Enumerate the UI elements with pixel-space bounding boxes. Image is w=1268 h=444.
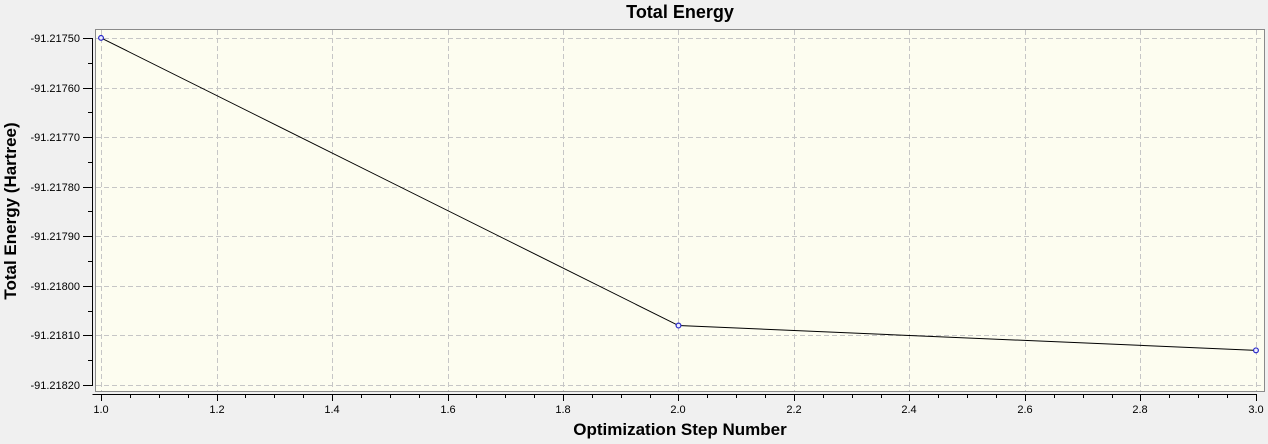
y-tick-label: -91.21770 (30, 132, 80, 144)
x-axis-title: Optimization Step Number (573, 420, 787, 439)
y-axis-title: Total Energy (Hartree) (1, 122, 20, 300)
data-point-marker (1252, 347, 1259, 354)
y-tick-label: -91.21780 (30, 182, 80, 194)
x-tick-label: 2.8 (1132, 404, 1147, 416)
x-tick-label: 1.0 (93, 404, 108, 416)
x-tick-label: 1.6 (440, 404, 455, 416)
x-tick-label: 2.0 (670, 404, 685, 416)
data-point-marker (675, 322, 682, 329)
plot-area-background (95, 29, 1265, 392)
chart-title: Total Energy (626, 2, 734, 22)
x-tick-label: 1.8 (555, 404, 570, 416)
y-tick-label: -91.21810 (30, 330, 80, 342)
y-tick-label: -91.21820 (30, 380, 80, 392)
x-tick-label: 3.0 (1248, 404, 1263, 416)
y-tick-label: -91.21790 (30, 231, 80, 243)
x-tick-label: 1.4 (324, 404, 339, 416)
y-tick-label: -91.21760 (30, 83, 80, 95)
data-point-marker (98, 34, 105, 41)
x-tick-label: 2.2 (786, 404, 801, 416)
y-tick-label: -91.21750 (30, 33, 80, 45)
x-tick-label: 1.2 (209, 404, 224, 416)
x-tick-label: 2.6 (1017, 404, 1032, 416)
x-tick-label: 2.4 (901, 404, 916, 416)
y-tick-label: -91.21800 (30, 281, 80, 293)
